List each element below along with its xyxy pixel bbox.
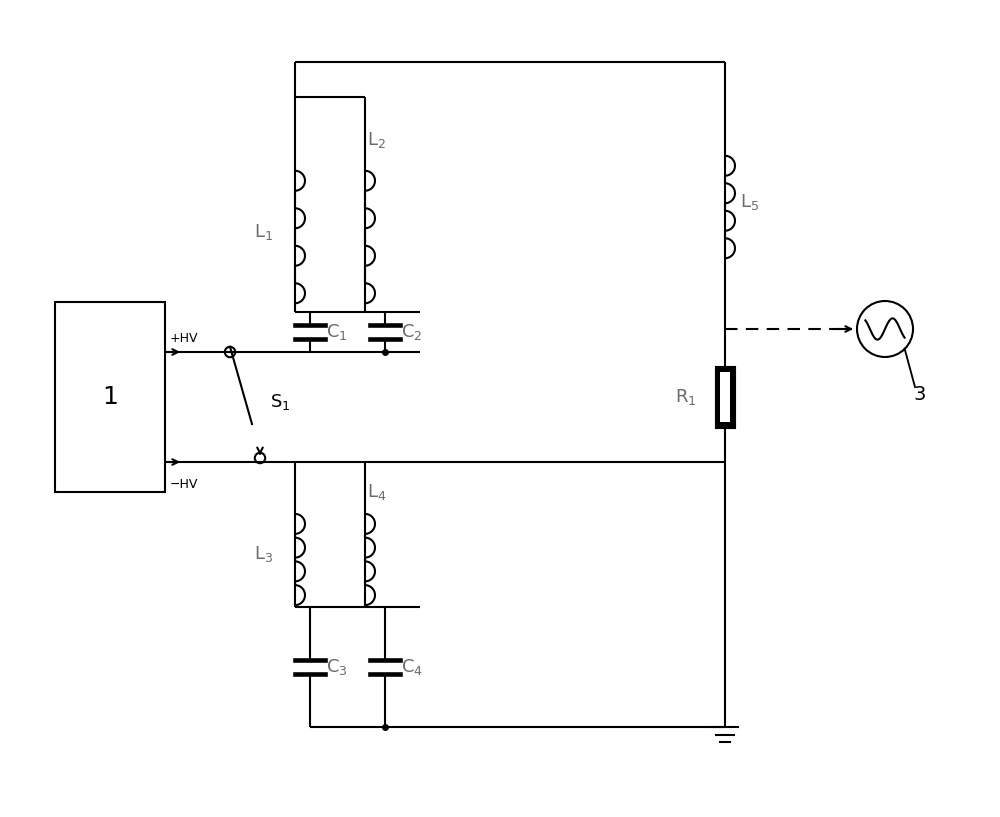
Text: L$_4$: L$_4$	[367, 482, 386, 502]
Text: +HV: +HV	[170, 332, 198, 345]
Text: C$_1$: C$_1$	[326, 322, 348, 342]
Text: C$_2$: C$_2$	[401, 322, 422, 342]
Bar	[716, 367, 734, 427]
Text: −HV: −HV	[170, 478, 198, 491]
Text: R$_1$: R$_1$	[675, 387, 697, 407]
Text: C$_3$: C$_3$	[326, 657, 348, 677]
Bar	[55, 302, 165, 492]
Text: L$_2$: L$_2$	[367, 130, 386, 150]
Text: 3: 3	[914, 385, 926, 404]
Text: L$_5$: L$_5$	[740, 192, 759, 212]
Text: L$_1$: L$_1$	[254, 222, 273, 242]
Text: 1: 1	[102, 385, 118, 409]
Text: C$_4$: C$_4$	[401, 657, 423, 677]
Text: L$_3$: L$_3$	[254, 544, 273, 565]
Text: S$_1$: S$_1$	[270, 392, 290, 412]
Bar	[720, 372, 730, 422]
